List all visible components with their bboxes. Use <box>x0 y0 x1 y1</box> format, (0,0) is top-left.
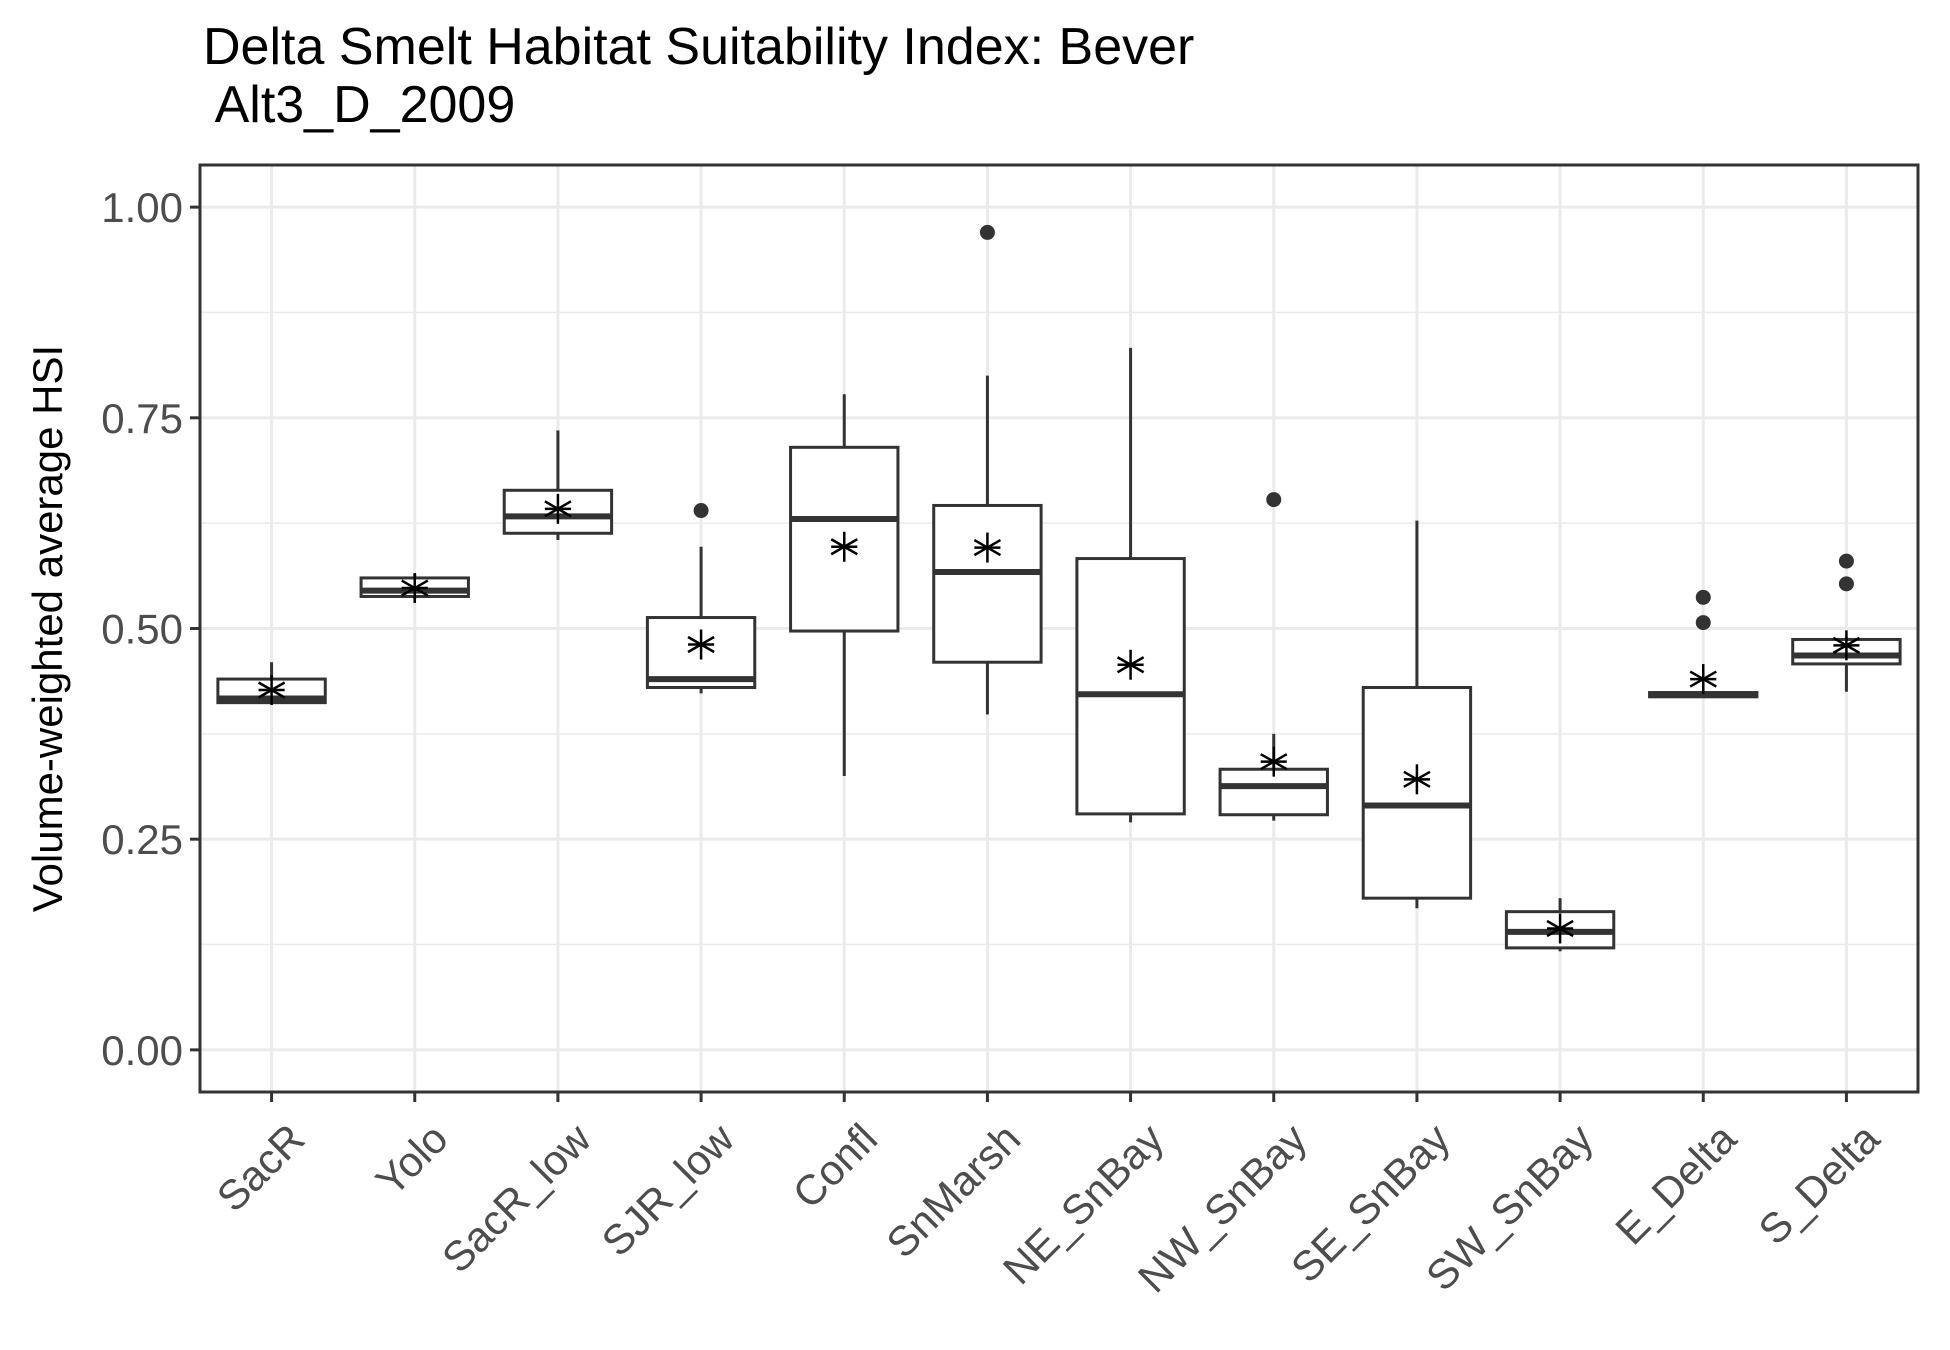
box-SW_SnBay <box>1504 898 1616 952</box>
x-tick-label: E_Delta <box>1606 1114 1745 1253</box>
box-SJR_low <box>645 503 757 694</box>
mean-marker <box>1403 764 1431 795</box>
boxes-layer <box>216 224 1902 952</box>
grid-lines <box>200 165 1918 1092</box>
mean-marker <box>687 629 715 660</box>
box-NW_SnBay <box>1218 492 1329 821</box>
box-Confl <box>789 394 900 776</box>
outlier-point <box>979 224 995 240</box>
box-SacR <box>216 662 327 706</box>
y-tick-label: 0.75 <box>101 395 183 442</box>
mean-marker <box>1116 649 1145 680</box>
y-tick-label: 0.00 <box>101 1027 183 1074</box>
box-SE_SnBay <box>1361 520 1473 909</box>
x-tick-label: Confl <box>784 1115 887 1218</box>
box-Yolo <box>359 573 470 604</box>
mean-marker <box>1260 746 1288 777</box>
y-tick-label: 1.00 <box>101 184 183 231</box>
mean-marker <box>973 532 1002 563</box>
y-tick-label: 0.50 <box>101 606 183 653</box>
x-tick-label: SnMarsh <box>877 1115 1029 1267</box>
outlier-point <box>1695 615 1711 631</box>
outlier-point <box>1838 576 1854 592</box>
iqr-box <box>932 503 1043 664</box>
mean-marker <box>1546 913 1574 944</box>
iqr-box <box>1361 685 1473 900</box>
box-E_Delta <box>1648 589 1759 699</box>
chart-title: Delta Smelt Habitat Suitability Index: B… <box>203 18 1195 134</box>
mean-marker <box>544 493 572 524</box>
mean-marker <box>1832 630 1861 661</box>
x-tick-label: SJR_low <box>593 1114 744 1265</box>
outlier-point <box>1838 553 1854 569</box>
mean-marker <box>257 675 286 706</box>
box-NE_SnBay <box>1075 347 1186 823</box>
x-tick-label: Yolo <box>367 1115 457 1205</box>
box-S_Delta <box>1791 553 1902 692</box>
x-tick-label: SacR <box>208 1115 314 1221</box>
box-SacR_low <box>502 430 614 541</box>
y-tick-label: 0.25 <box>101 816 183 863</box>
mean-marker <box>401 573 429 604</box>
outlier-point <box>1695 589 1711 605</box>
x-tick-label: S_Delta <box>1749 1114 1888 1253</box>
x-tick-label: SacR_low <box>433 1114 600 1281</box>
y-axis-title: Volume-weighted average HSI <box>24 345 71 912</box>
outlier-point <box>1266 492 1282 508</box>
iqr-box <box>1075 557 1186 816</box>
mean-marker <box>1689 664 1717 695</box>
box-SnMarsh <box>932 224 1043 715</box>
outlier-point <box>693 503 709 519</box>
mean-marker <box>830 531 858 562</box>
